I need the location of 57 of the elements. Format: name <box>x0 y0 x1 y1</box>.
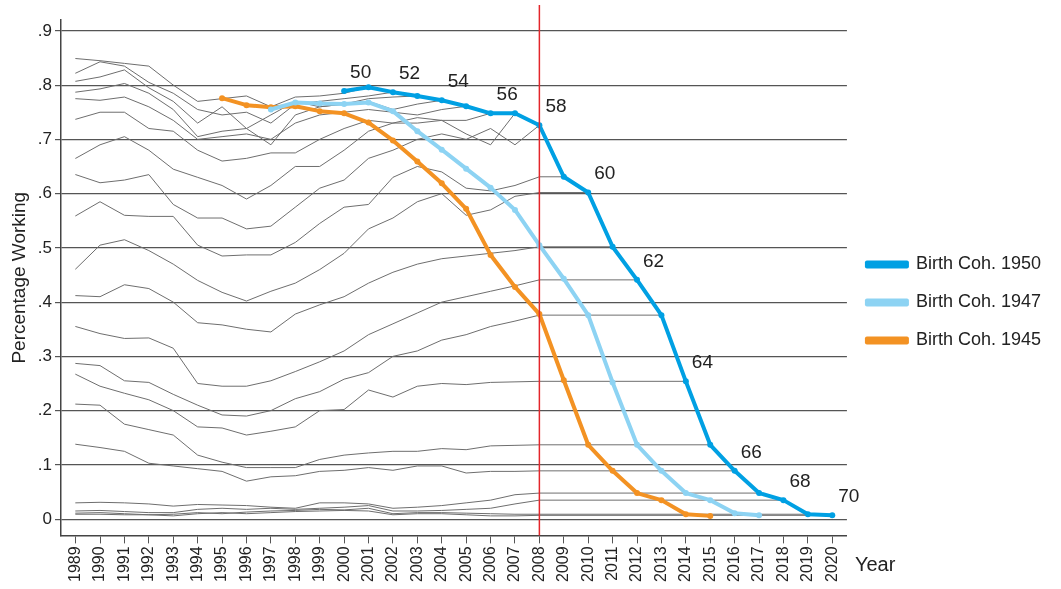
y-axis-title: Percentage Working <box>7 191 29 364</box>
annotation: 56 <box>496 83 518 105</box>
y-tick-label: .8 <box>37 74 52 94</box>
y-tick-label: .4 <box>37 291 52 311</box>
x-tick-label: 1991 <box>114 546 132 582</box>
annotation: 68 <box>789 469 811 491</box>
x-axis-title: Year <box>854 552 896 575</box>
x-tick-label: 1994 <box>188 546 206 582</box>
annotation: 52 <box>398 61 421 83</box>
x-tick-label: 1989 <box>66 546 84 582</box>
legend-label: Birth Coh. 1950 <box>915 253 1041 274</box>
x-tick-label: 2000 <box>334 546 352 582</box>
x-tick-label: 2009 <box>554 546 572 582</box>
y-tick-label: .1 <box>37 454 52 474</box>
x-tick-label: 2007 <box>505 546 523 582</box>
annotation: 62 <box>643 249 665 271</box>
y-tick-label: .7 <box>37 129 52 149</box>
x-tick-label: 2005 <box>456 546 474 582</box>
y-tick-label: .3 <box>37 346 52 366</box>
x-tick-label: 2020 <box>822 546 840 582</box>
x-tick-label: 1990 <box>90 546 108 582</box>
x-tick-label: 1996 <box>236 546 254 582</box>
x-tick-label: 2010 <box>578 546 596 582</box>
annotation: 64 <box>691 351 714 373</box>
x-tick-label: 2011 <box>603 546 621 581</box>
x-tick-label: 2016 <box>725 546 743 582</box>
x-tick-label: 1992 <box>139 546 157 582</box>
x-tick-label: 2006 <box>480 546 498 582</box>
x-tick-label: 2003 <box>407 546 425 582</box>
x-tick-label: 2017 <box>749 546 767 582</box>
x-tick-label: 2019 <box>798 546 816 582</box>
x-tick-label: 1999 <box>310 546 328 582</box>
x-tick-label: 2015 <box>700 546 718 582</box>
legend-label: Birth Coh. 1947 <box>915 291 1041 312</box>
x-tick-label: 1993 <box>163 546 181 582</box>
y-tick-label: .2 <box>37 400 52 420</box>
x-tick-label: 2013 <box>651 546 669 582</box>
x-tick-label: 1997 <box>261 546 279 582</box>
annotation: 66 <box>740 440 762 462</box>
x-tick-label: 2004 <box>432 546 450 582</box>
x-tick-label: 2012 <box>627 546 645 582</box>
annotation: 60 <box>594 162 616 184</box>
y-tick-label: .6 <box>37 183 52 203</box>
y-tick-label: .9 <box>37 20 52 40</box>
x-tick-label: 2002 <box>383 546 401 582</box>
legend-label: Birth Coh. 1945 <box>915 329 1041 350</box>
annotation: 58 <box>545 94 567 116</box>
x-tick-label: 2014 <box>676 546 694 582</box>
y-tick-label: .5 <box>37 237 52 257</box>
annotation: 70 <box>838 485 860 507</box>
x-tick-label: 2018 <box>773 546 791 582</box>
annotation: 50 <box>350 60 372 82</box>
x-tick-label: 2001 <box>358 546 376 582</box>
x-tick-label: 1998 <box>285 546 303 582</box>
x-tick-label: 1995 <box>212 546 230 582</box>
x-tick-label: 2008 <box>529 546 547 582</box>
y-tick-label: 0 <box>42 508 52 528</box>
